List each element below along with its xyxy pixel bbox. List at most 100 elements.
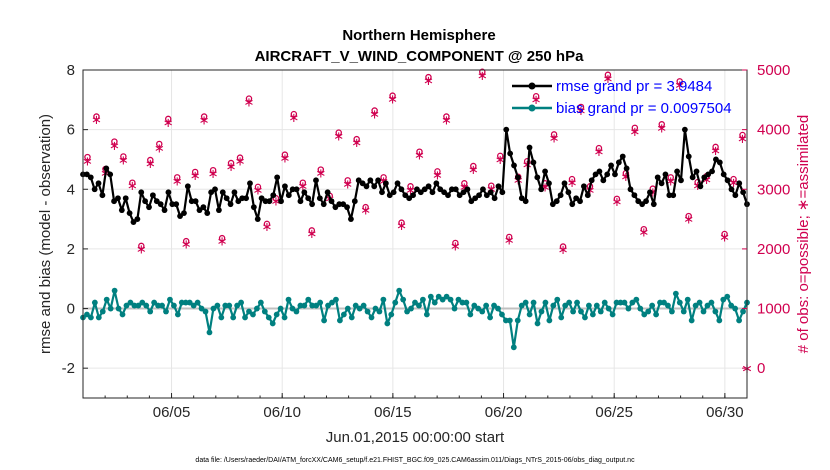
bias-point — [522, 299, 529, 306]
obs-assimilated-marker: ∗ — [217, 235, 228, 250]
bias-point — [277, 305, 284, 312]
rmse-point — [270, 192, 277, 199]
bias-point — [680, 308, 687, 315]
bias-point — [700, 308, 707, 315]
rmse-point — [115, 195, 121, 202]
bias-point — [688, 317, 695, 324]
rmse-point — [588, 177, 595, 184]
x-tick-label: 06/15 — [374, 404, 412, 421]
rmse-point — [732, 192, 739, 199]
rmse-point — [577, 198, 583, 205]
bias-point — [289, 305, 296, 312]
bias-point — [230, 314, 237, 321]
bias-point — [589, 311, 596, 318]
rmse-point — [499, 189, 506, 196]
rmse-point — [285, 192, 292, 199]
obs-possible-marker — [182, 237, 190, 245]
bias-point — [597, 308, 604, 315]
rmse-point — [697, 183, 704, 190]
rmse-point — [596, 168, 603, 175]
x-tick-label: 06/20 — [485, 404, 523, 421]
y2-tick-label: 1000 — [757, 301, 790, 318]
rmse-point — [487, 189, 494, 196]
obs-possible-marker — [353, 135, 360, 143]
rmse-point — [293, 186, 300, 193]
bias-point — [135, 302, 142, 309]
obs-possible-marker — [389, 92, 396, 99]
obs-possible-marker — [676, 78, 683, 85]
bias-point — [388, 311, 395, 318]
bias-point — [708, 299, 715, 306]
rmse-point — [266, 198, 273, 205]
bias-point — [499, 311, 505, 318]
rmse-point — [379, 189, 385, 196]
obs-assimilated-marker: ∗ — [567, 176, 578, 191]
rmse-point — [526, 144, 533, 151]
obs-possible-marker — [227, 159, 235, 167]
obs-assimilated-marker: ∗ — [459, 180, 470, 195]
rmse-point — [227, 201, 234, 208]
rmse-point — [165, 189, 172, 196]
obs-assimilated-marker: ∗ — [172, 174, 183, 189]
obs-assimilated-marker: ∗ — [468, 163, 479, 178]
rmse-point — [138, 189, 145, 196]
bias-point — [692, 302, 699, 309]
bias-point — [637, 305, 644, 312]
obs-assimilated-marker: ∗ — [611, 195, 622, 210]
rmse-point — [654, 174, 661, 181]
rmse-point — [254, 216, 261, 222]
legend-rmse-marker — [528, 82, 536, 90]
bias-point — [400, 296, 407, 303]
rmse-point — [452, 186, 459, 193]
rmse-point — [658, 180, 665, 187]
obs-possible-marker — [721, 230, 728, 238]
rmse-point — [515, 174, 521, 181]
obs-possible-marker — [164, 115, 172, 123]
obs-assimilated-marker: ∗ — [279, 152, 290, 167]
bias-point — [562, 302, 569, 309]
rmse-point — [204, 210, 211, 217]
bias-point — [301, 302, 308, 309]
rmse-point — [390, 189, 397, 196]
rmse-point — [445, 192, 451, 199]
rmse-point — [495, 183, 502, 190]
bias-point — [226, 302, 233, 309]
obs-possible-marker — [568, 175, 576, 183]
bias-point — [633, 296, 640, 303]
obs-assimilated-marker: ∗ — [297, 180, 308, 195]
chart-subtitle: AIRCRAFT_V_WIND_COMPONENT @ 250 hPa — [255, 48, 585, 65]
bias-point — [119, 311, 126, 318]
y2-axis-ticks: 0 1000 2000 3000 4000 5000 — [742, 62, 790, 377]
bias-point — [190, 302, 197, 309]
bias-point — [305, 296, 312, 303]
rmse-point — [192, 198, 199, 205]
rmse-point — [161, 207, 168, 214]
bias-point — [526, 311, 533, 318]
obs-assimilated-marker: ∗ — [190, 169, 201, 184]
rmse-point — [278, 198, 284, 205]
bias-point — [88, 314, 94, 321]
bias-point — [368, 314, 375, 321]
rmse-point — [274, 174, 281, 181]
obs-assimilated-marker: ∗ — [288, 111, 299, 126]
obs-possible-marker — [496, 152, 504, 160]
obs-possible-marker — [685, 212, 692, 220]
obs-assimilated-marker: ∗ — [549, 131, 560, 146]
obs-assimilated-marker: ∗ — [163, 116, 174, 131]
bias-point — [625, 305, 632, 312]
bias-point — [95, 314, 102, 321]
obs-assimilated-marker: ∗ — [109, 139, 120, 154]
y2-tick-label: 4000 — [757, 122, 790, 139]
obs-possible-marker — [712, 143, 719, 151]
rmse-point — [103, 165, 110, 172]
y-tick-label: 0 — [67, 301, 75, 318]
bias-point — [506, 317, 513, 324]
obs-assimilated-marker: ∗ — [665, 174, 676, 189]
obs-possible-marker — [120, 153, 127, 160]
obs-assimilated-marker: ∗ — [728, 176, 739, 191]
y-tick-label: 4 — [67, 181, 75, 198]
rmse-point — [313, 177, 319, 184]
obs-possible-marker — [443, 113, 450, 120]
bias-point — [546, 317, 553, 324]
